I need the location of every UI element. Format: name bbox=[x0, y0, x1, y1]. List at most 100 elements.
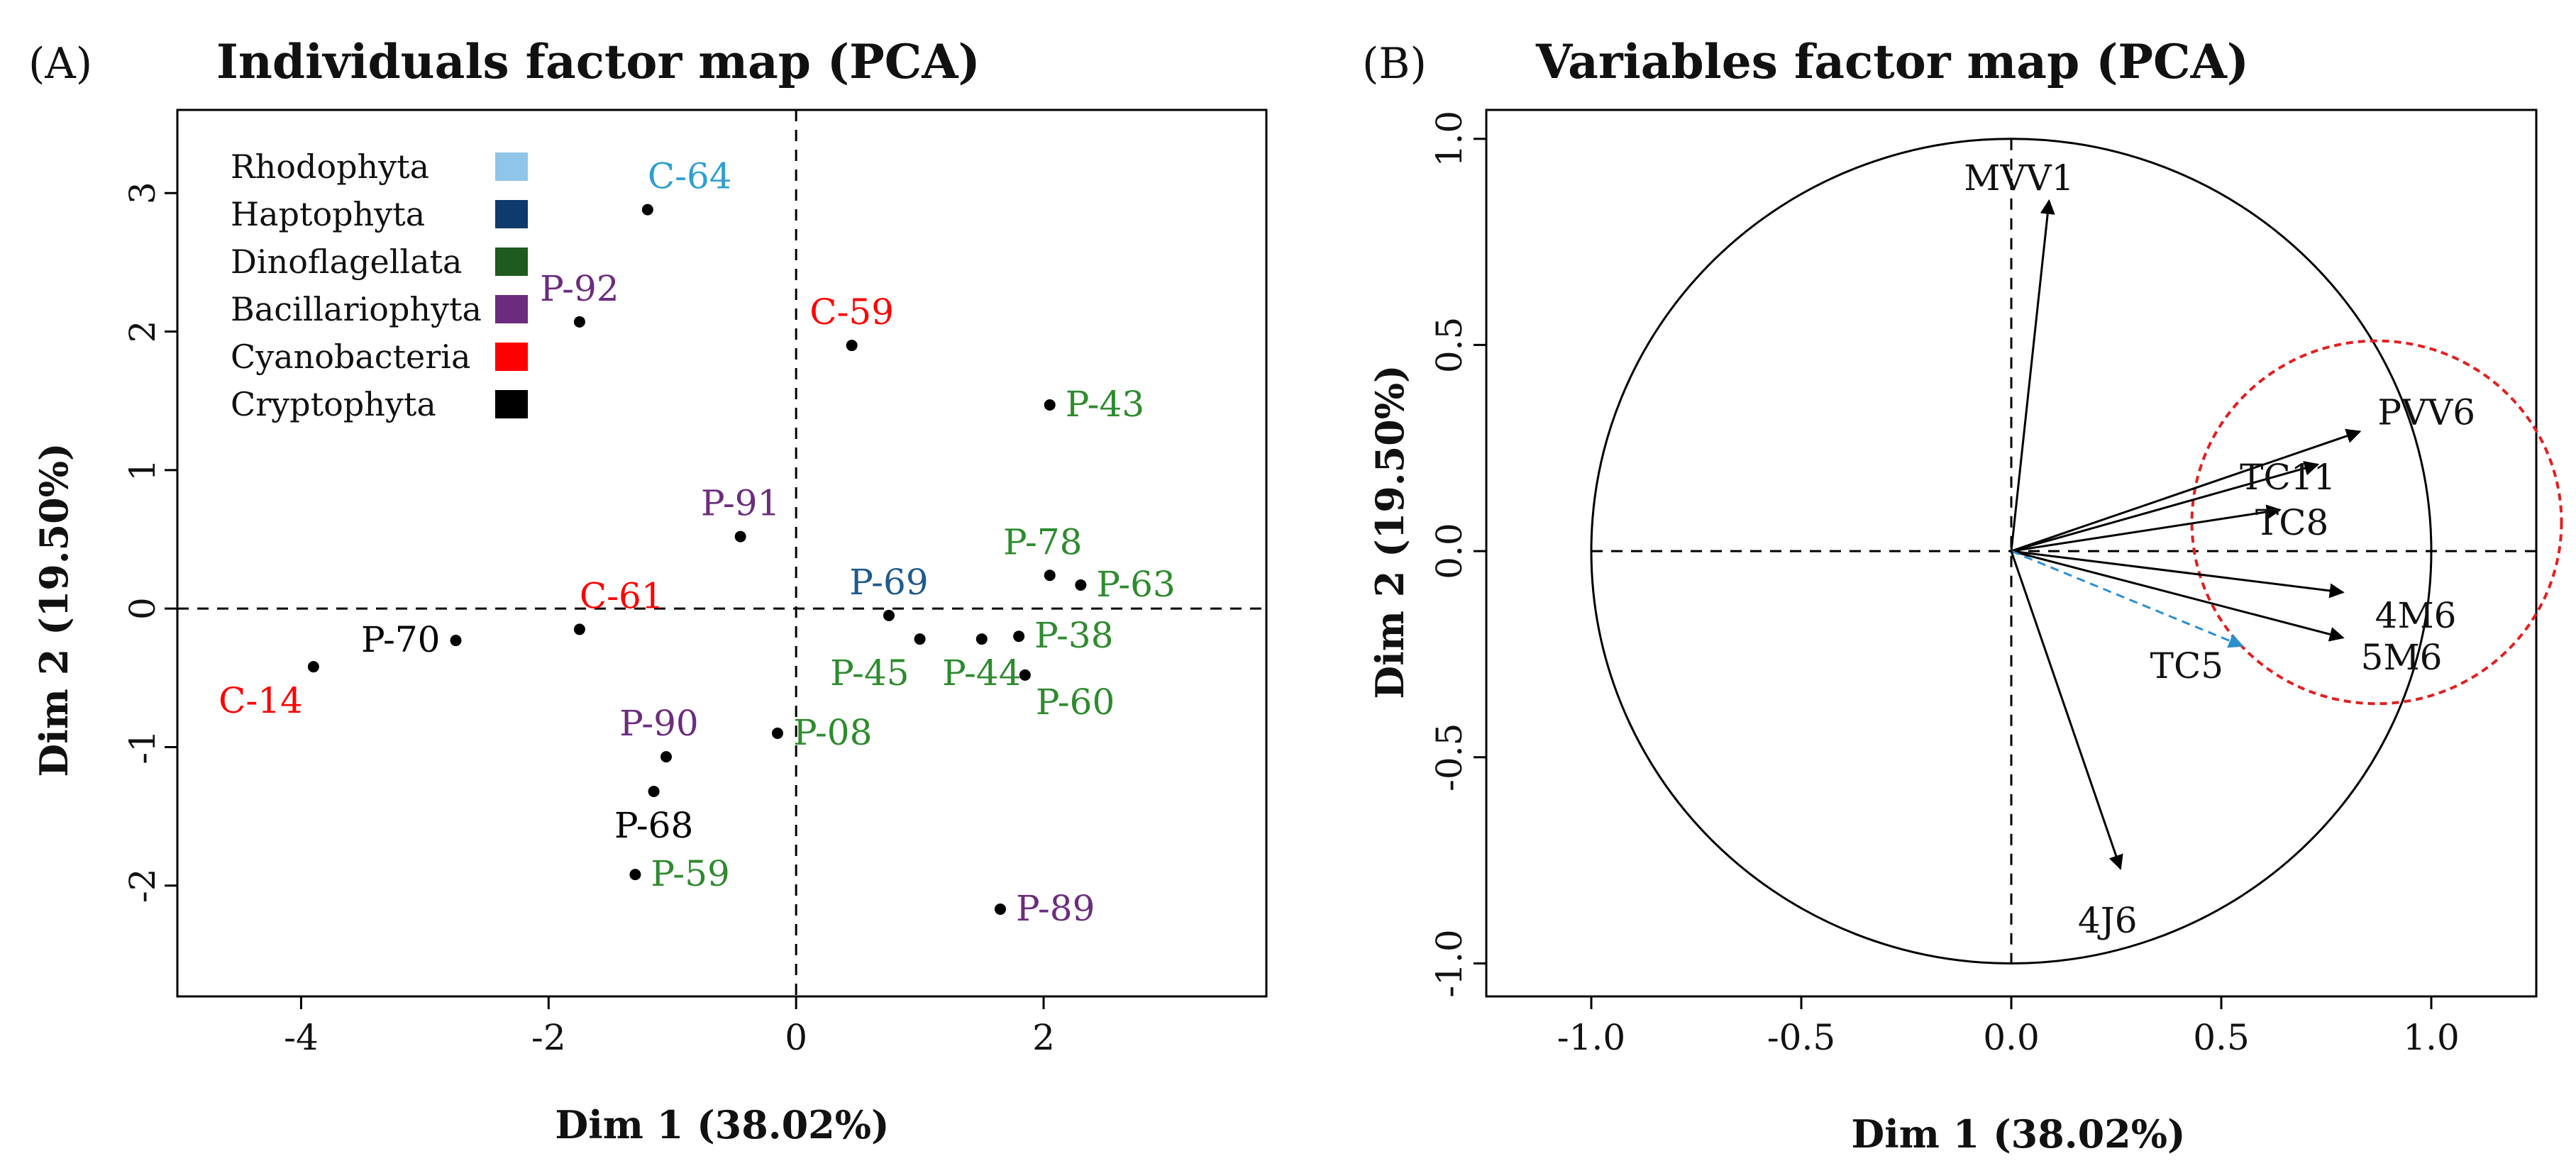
variable-label: 4J6 bbox=[2078, 900, 2138, 941]
legend-label: Bacillariophyta bbox=[231, 290, 482, 328]
data-point bbox=[1075, 579, 1087, 591]
legend-swatch bbox=[495, 200, 528, 228]
x-tick-label: -4 bbox=[284, 1017, 319, 1058]
y-tick-label: 0 bbox=[122, 597, 163, 620]
data-point bbox=[573, 623, 585, 635]
variables-plot: -1.0 -0.5 0.0 0.5 1.0 -1.0 -0.5 0.0 0.5 1.0 MVV1 PV… bbox=[1429, 109, 2563, 1058]
variable-label: TC11 bbox=[2240, 457, 2335, 498]
panel-a-ylabel: Dim 2 (19.50%) bbox=[31, 443, 77, 777]
point-label: P-59 bbox=[651, 853, 729, 894]
x-tick-label: 2 bbox=[1032, 1017, 1055, 1058]
point-label: P-78 bbox=[1003, 521, 1082, 562]
point-label: P-45 bbox=[830, 652, 909, 694]
variable-arrow bbox=[2010, 199, 2055, 552]
point-label: C-64 bbox=[648, 156, 732, 197]
x-tick-label: 0.0 bbox=[1983, 1017, 2040, 1058]
data-point bbox=[648, 785, 660, 797]
point-label: C-59 bbox=[809, 291, 894, 333]
highlight-circle bbox=[2190, 339, 2563, 706]
x-tick-label: -1.0 bbox=[1557, 1017, 1625, 1058]
x-tick-label: -2 bbox=[531, 1017, 566, 1058]
legend-swatch bbox=[495, 390, 528, 418]
y-tick-label: 1 bbox=[122, 459, 163, 482]
y-tick-label: 3 bbox=[122, 182, 163, 204]
point-label: P-89 bbox=[1016, 888, 1095, 929]
data-point bbox=[1019, 669, 1031, 681]
y-tick-label: -0.5 bbox=[1429, 723, 1470, 791]
point-label: P-43 bbox=[1066, 384, 1144, 425]
panel-a-label: (A) bbox=[28, 39, 92, 89]
variable-label: MVV1 bbox=[1964, 157, 2074, 199]
unit-circle bbox=[1590, 138, 2433, 964]
variable-label: 5M6 bbox=[2361, 637, 2443, 678]
y-tick-label: 1.0 bbox=[1429, 111, 1470, 167]
variable-label: TC5 bbox=[2150, 645, 2223, 686]
panel-b-label: (B) bbox=[1362, 39, 1427, 89]
variable-label: PVV6 bbox=[2377, 391, 2475, 433]
legend-swatch bbox=[495, 152, 528, 181]
point-label: P-08 bbox=[793, 712, 872, 753]
data-point bbox=[846, 340, 858, 352]
data-point bbox=[1013, 630, 1025, 643]
variable-arrow bbox=[2011, 550, 2345, 599]
variable-arrow bbox=[2011, 461, 2320, 552]
variable-arrow bbox=[2010, 550, 2123, 870]
x-tick-label: 0.5 bbox=[2193, 1017, 2250, 1058]
legend-label: Haptophyta bbox=[231, 195, 425, 233]
data-point bbox=[660, 751, 673, 763]
legend-label: Rhodophyta bbox=[231, 148, 429, 186]
panel-a-xlabel: Dim 1 (38.02%) bbox=[555, 1102, 889, 1147]
point-label: P-70 bbox=[361, 619, 440, 660]
data-point bbox=[994, 903, 1006, 915]
data-point bbox=[307, 661, 319, 673]
point-label: P-69 bbox=[849, 562, 928, 603]
data-point bbox=[641, 204, 653, 216]
data-point bbox=[975, 633, 988, 645]
point-label: C-61 bbox=[580, 575, 664, 616]
variable-arrow bbox=[2011, 504, 2282, 552]
y-tick-label: 0.0 bbox=[1429, 523, 1470, 579]
y-tick-label: 0.5 bbox=[1429, 317, 1470, 374]
point-label: P-91 bbox=[701, 483, 780, 524]
data-point bbox=[450, 635, 462, 647]
point-label: P-63 bbox=[1096, 564, 1175, 605]
x-tick-label: 0 bbox=[785, 1017, 807, 1058]
x-tick-label: 1.0 bbox=[2403, 1017, 2460, 1058]
variable-label: 4M6 bbox=[2375, 595, 2457, 636]
point-label: P-92 bbox=[540, 268, 619, 309]
point-label: C-14 bbox=[219, 680, 303, 721]
y-tick-label: -1 bbox=[122, 730, 163, 765]
data-point bbox=[734, 530, 746, 543]
y-tick-label: -1.0 bbox=[1429, 929, 1470, 997]
legend-label: Cyanobacteria bbox=[231, 338, 470, 376]
legend-swatch bbox=[495, 248, 528, 276]
data-point bbox=[883, 609, 895, 621]
y-tick-label: 2 bbox=[122, 321, 163, 343]
panel-b-ylabel: Dim 2 (19.50%) bbox=[1367, 365, 1413, 699]
point-label: P-44 bbox=[942, 652, 1021, 694]
panel-b-title: Variables factor map (PCA) bbox=[1535, 34, 2249, 89]
data-point bbox=[1044, 569, 1056, 582]
individuals-plot: -4 -2 0 2 -2 -1 0 1 2 3 Rhodophyta Haptophyta Dinofl… bbox=[122, 109, 1268, 1058]
variable-arrow bbox=[2011, 428, 2362, 552]
panel-b-xlabel: Dim 1 (38.02%) bbox=[1851, 1111, 2185, 1157]
legend-swatch bbox=[495, 295, 528, 323]
legend-label: Cryptophyta bbox=[231, 385, 436, 423]
point-label: P-90 bbox=[619, 703, 698, 744]
data-point bbox=[1044, 399, 1056, 411]
legend-swatch bbox=[495, 343, 528, 371]
data-point bbox=[771, 727, 783, 739]
plot-frame bbox=[176, 109, 1268, 998]
variable-label: TC8 bbox=[2255, 502, 2328, 543]
point-label: P-60 bbox=[1036, 682, 1115, 723]
x-tick-label: -0.5 bbox=[1767, 1017, 1835, 1058]
data-point bbox=[573, 316, 585, 328]
panel-a-title: Individuals factor map (PCA) bbox=[216, 34, 980, 89]
data-point bbox=[914, 633, 926, 645]
variable-arrow bbox=[2011, 550, 2345, 642]
point-label: P-68 bbox=[614, 805, 693, 846]
legend-label: Dinoflagellata bbox=[231, 243, 462, 281]
y-tick-label: -2 bbox=[122, 868, 163, 903]
point-label: P-38 bbox=[1034, 615, 1113, 656]
